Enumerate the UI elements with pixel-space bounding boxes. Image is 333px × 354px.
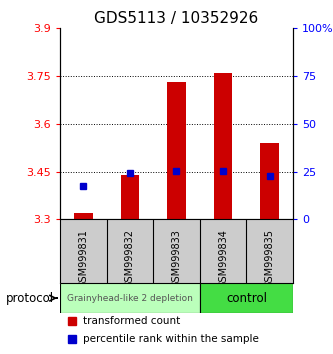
Text: GSM999831: GSM999831 — [78, 229, 88, 288]
Text: GSM999835: GSM999835 — [265, 229, 275, 288]
Text: Grainyhead-like 2 depletion: Grainyhead-like 2 depletion — [67, 293, 193, 303]
Text: percentile rank within the sample: percentile rank within the sample — [83, 335, 259, 344]
Bar — [121, 175, 139, 219]
Text: protocol: protocol — [6, 292, 54, 305]
Title: GDS5113 / 10352926: GDS5113 / 10352926 — [94, 11, 259, 26]
Bar — [167, 82, 186, 219]
Text: control: control — [226, 292, 267, 305]
Bar — [214, 73, 232, 219]
Bar — [60, 283, 200, 313]
Text: GSM999833: GSM999833 — [171, 229, 181, 288]
Text: GSM999834: GSM999834 — [218, 229, 228, 288]
Bar — [200, 283, 293, 313]
Text: GSM999832: GSM999832 — [125, 229, 135, 288]
Bar — [74, 213, 93, 219]
Bar — [260, 143, 279, 219]
Text: transformed count: transformed count — [83, 315, 180, 326]
